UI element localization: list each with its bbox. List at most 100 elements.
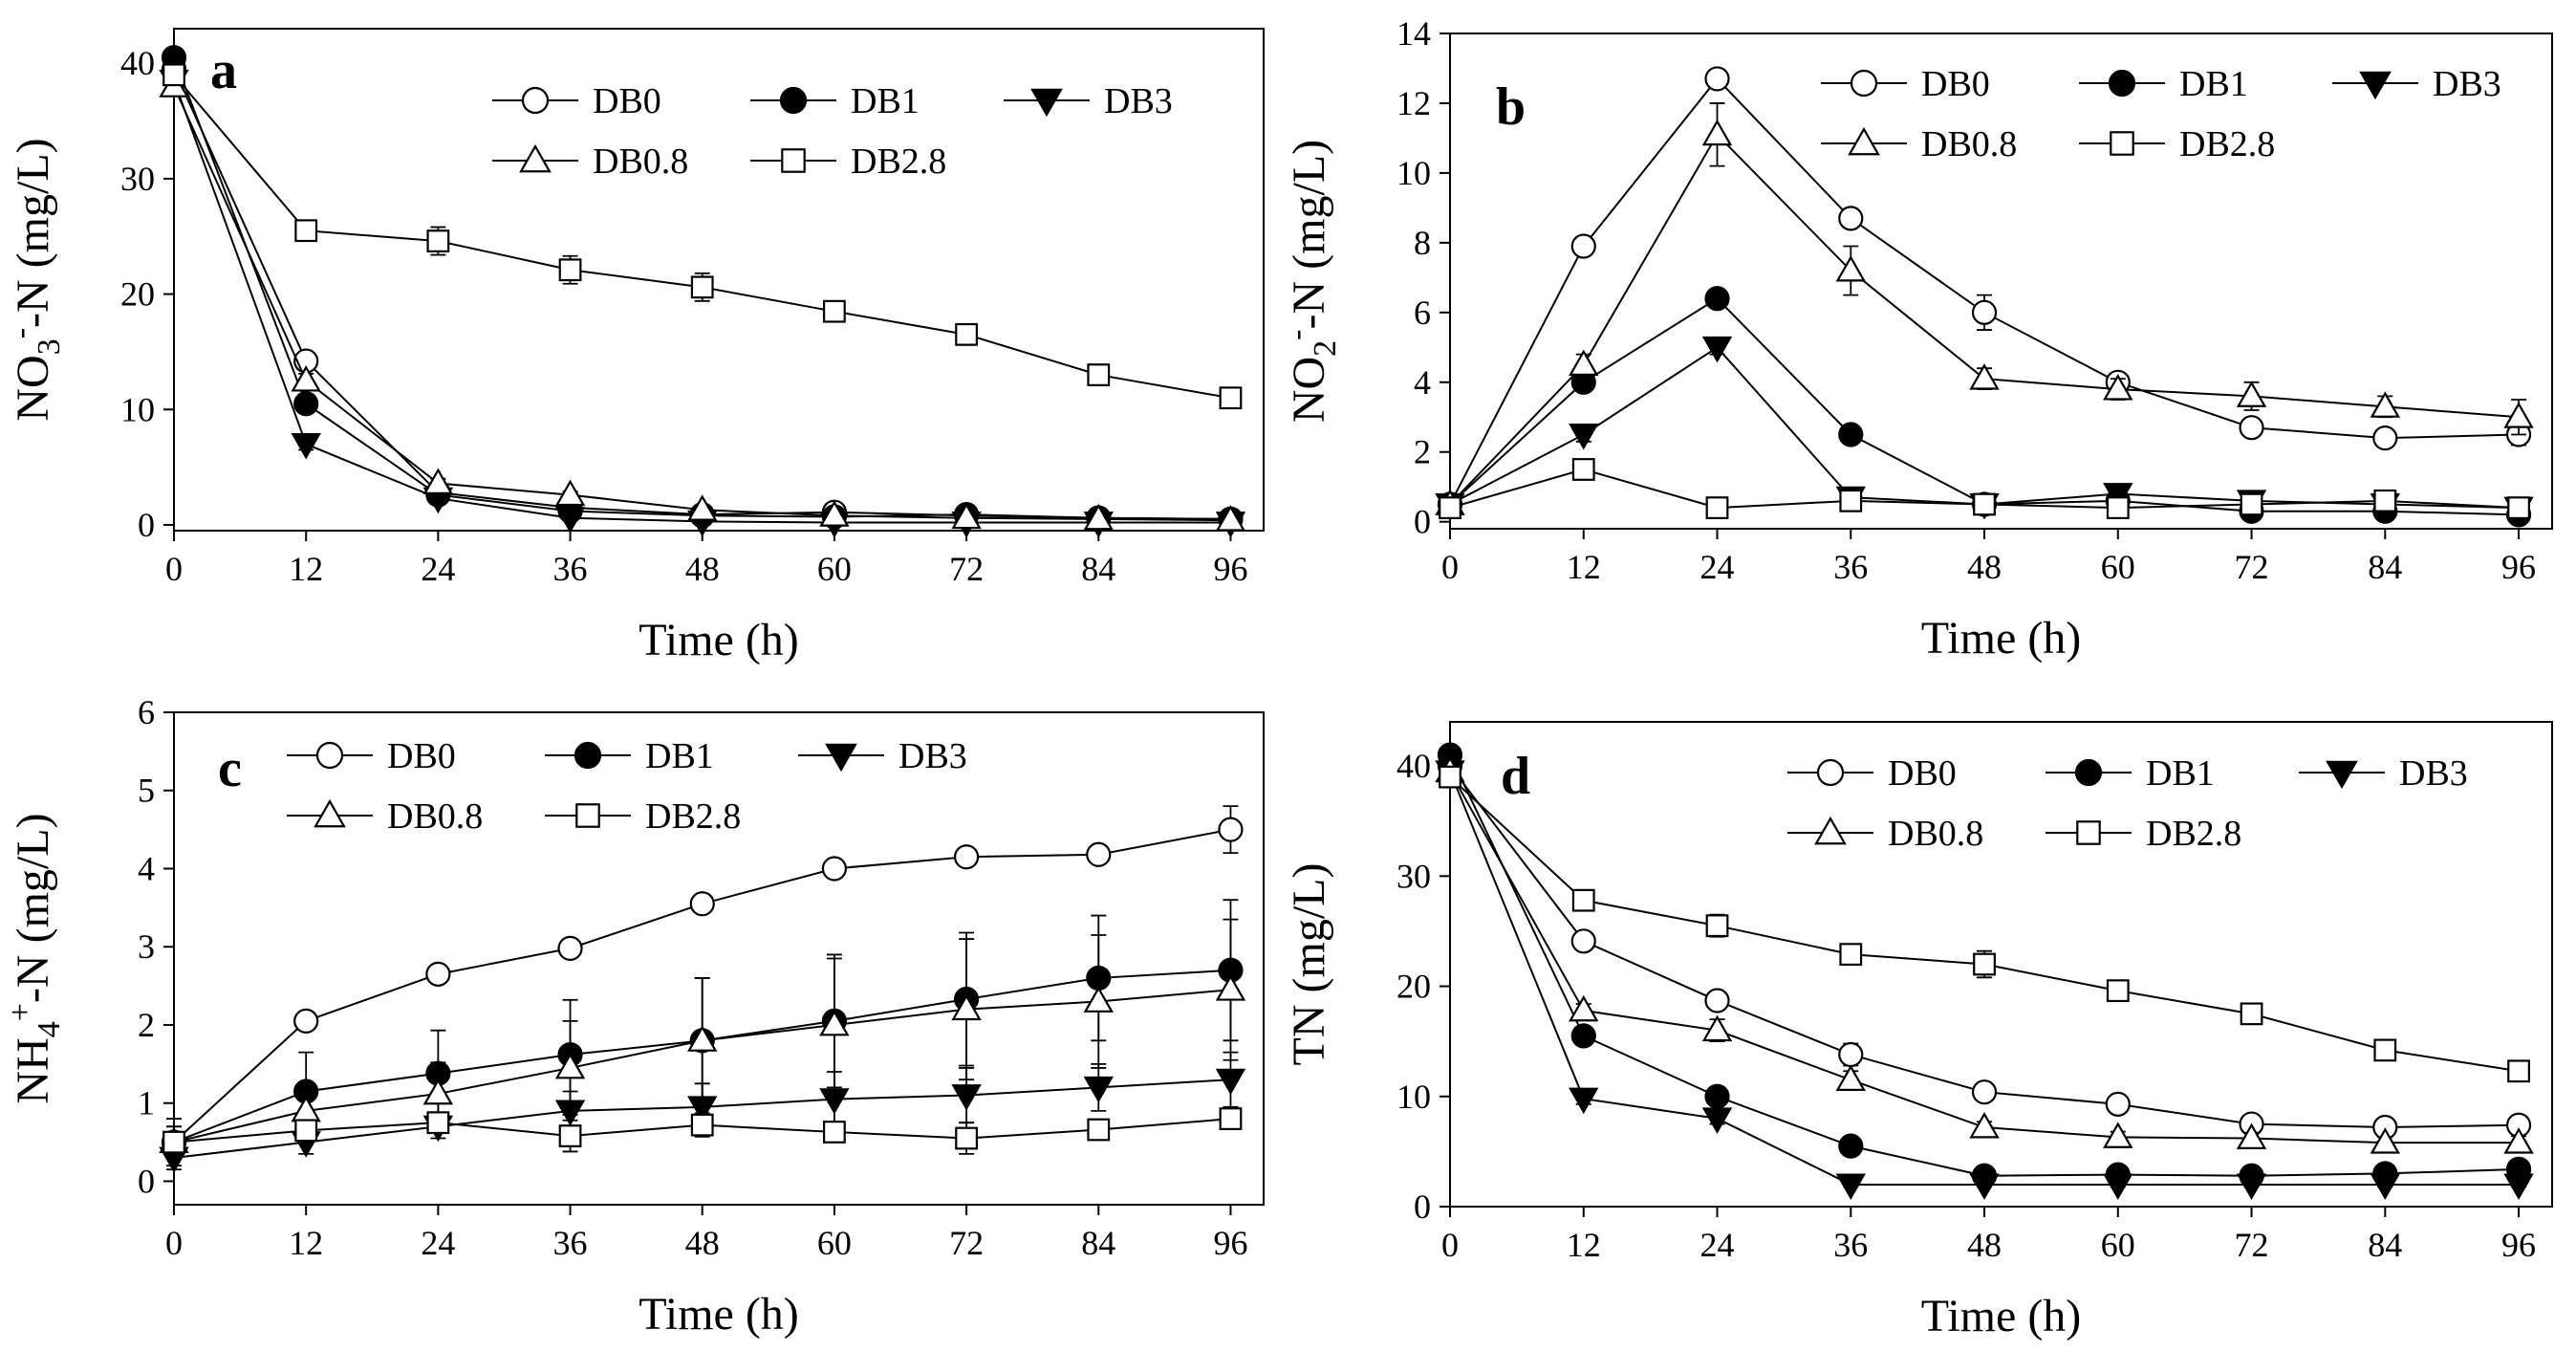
y-tick-label: 12 bbox=[1396, 84, 1431, 122]
data-point bbox=[1087, 1118, 1111, 1142]
chart-panel-a: 0 12 24 36 48 60 72 84 96 0 10 20 30 40 Time (h) NO3--N… bbox=[3, 28, 1265, 665]
series-DB2.8 bbox=[162, 63, 1243, 410]
data-point bbox=[162, 63, 185, 87]
legend: DB0 DB1 DB3 DB0.8 DB2.8 bbox=[492, 81, 1173, 182]
legend-label: DB2.8 bbox=[2179, 124, 2275, 164]
data-point bbox=[293, 391, 319, 417]
legend-marker bbox=[2076, 820, 2101, 845]
y-axis-label: TN (mg/L) bbox=[1284, 863, 1334, 1066]
plot-frame bbox=[173, 28, 1265, 532]
data-point bbox=[1569, 424, 1599, 450]
x-tick-label: 96 bbox=[2501, 548, 2536, 586]
series-DB2.8 bbox=[1439, 765, 2530, 1083]
data-point bbox=[1215, 1068, 1246, 1096]
data-point bbox=[2105, 1091, 2131, 1117]
data-point bbox=[2236, 1122, 2267, 1150]
series-DB2.8 bbox=[1439, 458, 2530, 520]
data-point bbox=[2106, 496, 2130, 520]
data-point bbox=[1215, 505, 1246, 532]
data-point bbox=[2236, 381, 2267, 407]
legend-marker bbox=[1030, 88, 1063, 118]
data-point bbox=[823, 1121, 846, 1144]
legend-marker bbox=[2074, 758, 2103, 787]
data-point bbox=[558, 258, 582, 282]
data-point bbox=[2503, 402, 2534, 428]
legend-marker bbox=[519, 143, 552, 173]
y-axis-label: NO2--N (mg/L) bbox=[1279, 140, 1343, 423]
x-tick-label: 60 bbox=[817, 550, 852, 588]
y-tick-label: 0 bbox=[1414, 503, 1431, 541]
data-point bbox=[1838, 422, 1864, 447]
x-tick-label: 12 bbox=[1567, 548, 1601, 586]
data-point bbox=[1971, 299, 1998, 325]
y-tick-label: 30 bbox=[120, 160, 155, 198]
series-line bbox=[173, 74, 1231, 400]
y-axis-label: NH4+-N (mg/L) bbox=[3, 813, 67, 1103]
data-point bbox=[689, 891, 715, 917]
x-tick-label: 0 bbox=[1441, 548, 1459, 586]
y-tick-label: 6 bbox=[1414, 294, 1431, 332]
legend-marker bbox=[1850, 69, 1878, 98]
series-DB0.8 bbox=[1435, 102, 2534, 515]
data-point bbox=[426, 229, 450, 252]
legend-label: DB1 bbox=[2179, 64, 2248, 104]
y-tick-label: 30 bbox=[1396, 857, 1431, 895]
x-tick-label: 36 bbox=[1833, 548, 1868, 586]
x-tick-label: 12 bbox=[1567, 1226, 1601, 1264]
legend-label: DB0.8 bbox=[1888, 814, 1983, 854]
y-tick-label: 2 bbox=[138, 1006, 155, 1044]
x-tick-label: 24 bbox=[421, 550, 455, 588]
legend-marker bbox=[1848, 126, 1880, 156]
legend-label: DB0.8 bbox=[593, 142, 688, 182]
data-point bbox=[1086, 841, 1112, 867]
data-point bbox=[1569, 349, 1599, 376]
y-tick-label: 0 bbox=[138, 1162, 155, 1200]
data-point bbox=[1973, 952, 1996, 976]
legend-marker bbox=[315, 741, 344, 770]
panel-label: a bbox=[210, 41, 237, 100]
y-tick-label: 1 bbox=[138, 1084, 155, 1122]
data-point bbox=[2373, 1038, 2397, 1062]
y-tick-label: 4 bbox=[138, 849, 155, 887]
legend: DB0 DB1 DB3 DB0.8 DB2.8 bbox=[1787, 753, 2468, 854]
x-tick-label: 72 bbox=[949, 550, 984, 588]
y-tick-label: 14 bbox=[1396, 14, 1431, 53]
x-tick-label: 36 bbox=[1833, 1226, 1868, 1264]
data-point bbox=[1705, 496, 1729, 520]
data-point bbox=[1835, 1064, 1866, 1091]
data-point bbox=[955, 1126, 978, 1150]
x-tick-label: 48 bbox=[685, 550, 720, 588]
y-tick-label: 10 bbox=[120, 390, 155, 428]
data-point bbox=[162, 1130, 185, 1154]
legend-label: DB1 bbox=[645, 736, 714, 776]
x-tick-label: 24 bbox=[421, 1224, 455, 1262]
y-tick-label: 2 bbox=[1414, 433, 1431, 471]
legend-label: DB1 bbox=[2146, 753, 2215, 794]
legend-marker bbox=[1816, 758, 1845, 787]
x-tick-label: 48 bbox=[685, 1224, 720, 1262]
data-point bbox=[951, 502, 982, 530]
x-tick-label: 84 bbox=[2368, 1226, 2402, 1264]
legend-label: DB1 bbox=[851, 81, 920, 121]
data-point bbox=[1215, 974, 1246, 1001]
legend-label: DB0 bbox=[1921, 64, 1990, 104]
data-point bbox=[1087, 363, 1111, 386]
data-point bbox=[1704, 988, 1730, 1013]
series-DB2.8 bbox=[162, 1107, 1243, 1155]
data-point bbox=[294, 219, 318, 243]
data-point bbox=[2503, 1173, 2534, 1200]
legend-label: DB0.8 bbox=[1921, 124, 2017, 164]
legend-label: DB0 bbox=[593, 81, 661, 121]
x-tick-label: 48 bbox=[1967, 548, 2002, 586]
y-tick-label: 10 bbox=[1396, 154, 1431, 192]
legend-marker bbox=[2108, 69, 2136, 98]
x-tick-label: 72 bbox=[2235, 1226, 2269, 1264]
x-axis-label: Time (h) bbox=[639, 1289, 799, 1340]
data-point bbox=[2370, 1173, 2400, 1200]
data-point bbox=[558, 1124, 582, 1147]
data-point bbox=[2503, 1127, 2534, 1154]
x-tick-label: 24 bbox=[1700, 548, 1735, 586]
x-tick-label: 24 bbox=[1700, 1226, 1735, 1264]
